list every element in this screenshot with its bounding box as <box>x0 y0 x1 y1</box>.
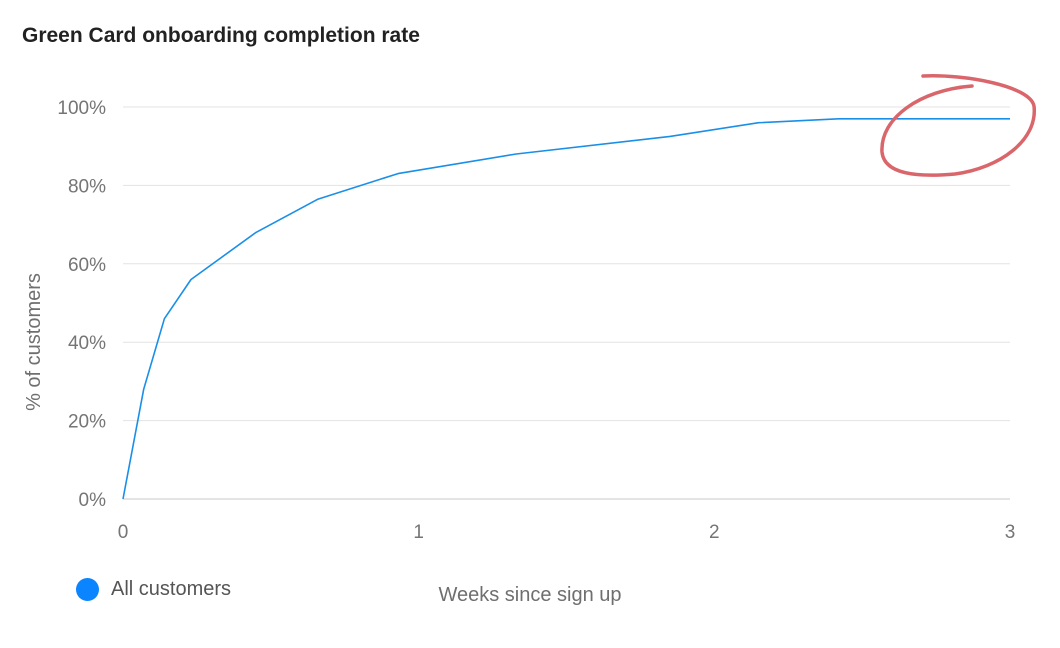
x-axis-label: Weeks since sign up <box>438 584 621 606</box>
y-axis-label: % of customers <box>23 273 45 411</box>
annotation-circle <box>880 74 1036 177</box>
y-tick-label: 60% <box>68 255 106 276</box>
x-tick-label: 1 <box>413 522 424 543</box>
series-layer <box>122 118 1010 500</box>
x-tick-label: 0 <box>118 522 129 543</box>
y-tick-label: 0% <box>79 490 107 511</box>
chart-title: Green Card onboarding completion rate <box>22 24 420 47</box>
y-tick-label: 100% <box>57 98 106 119</box>
y-tick-label: 40% <box>68 333 106 354</box>
x-tick-label: 3 <box>1005 522 1016 543</box>
x-tick-label: 2 <box>709 522 720 543</box>
y-tick-label: 20% <box>68 412 106 433</box>
gridlines <box>123 106 1010 500</box>
y-axis-ticks: 0% 20% 40% 60% 80% 100% <box>57 98 106 511</box>
series-line <box>122 118 1010 500</box>
legend: All customers <box>76 578 231 601</box>
legend-marker <box>76 578 99 601</box>
y-tick-label: 80% <box>68 176 106 197</box>
x-axis-ticks: 0 1 2 3 <box>118 522 1016 543</box>
legend-label: All customers <box>111 578 232 600</box>
